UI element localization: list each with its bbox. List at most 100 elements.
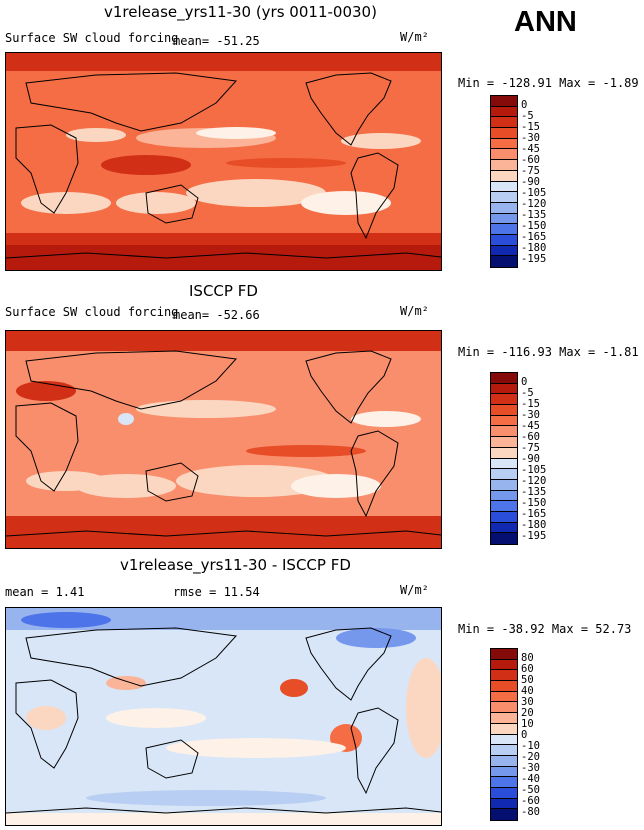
colorbar-swatch (491, 469, 517, 480)
colorbar-1-label: -135 (521, 209, 547, 221)
colorbar-1-label: -75 (521, 165, 540, 177)
colorbar-1-label: -105 (521, 187, 547, 199)
panel-1-mean: mean= -51.25 (173, 34, 260, 48)
panel-3-colorbar (490, 648, 518, 821)
colorbar-swatch (491, 160, 517, 171)
panel-1-map (5, 52, 442, 271)
colorbar-swatch (491, 437, 517, 448)
colorbar-swatch (491, 755, 517, 767)
colorbar-2-label: -15 (521, 398, 540, 410)
colorbar-3-label: 30 (521, 696, 534, 708)
map-1-antarctica (6, 252, 441, 259)
colorbar-2-label: -105 (521, 464, 547, 476)
colorbar-swatch (491, 766, 517, 778)
colorbar-swatch (491, 128, 517, 139)
map-1-se-pacific-light (186, 179, 326, 207)
colorbar-2-label: -180 (521, 519, 547, 531)
map-1-north-america (305, 72, 392, 146)
colorbar-2-label: -5 (521, 387, 534, 399)
colorbar-swatch (491, 202, 517, 214)
colorbar-swatch (491, 809, 517, 820)
panel-1-colorbar (490, 95, 518, 268)
colorbar-2-label: -165 (521, 508, 547, 520)
colorbar-swatch (491, 713, 517, 724)
colorbar-swatch (491, 649, 517, 660)
colorbar-2-label: -195 (521, 530, 547, 542)
colorbar-1-label: 0 (521, 99, 528, 111)
panel-2-colorbar (490, 372, 518, 545)
colorbar-1-label: -5 (521, 110, 534, 122)
colorbar-swatch (491, 479, 517, 491)
colorbar-swatch (491, 777, 517, 788)
colorbar-1-label: -30 (521, 132, 540, 144)
colorbar-2-label: -90 (521, 453, 540, 465)
colorbar-swatch (491, 458, 517, 470)
colorbar-1-label: -90 (521, 176, 540, 188)
season-label: ANN (514, 6, 577, 38)
colorbar-swatch (491, 415, 517, 427)
colorbar-2-label: -135 (521, 486, 547, 498)
map-3-ne-pacific-hotspot (280, 679, 308, 697)
panel-2-subtitle: Surface SW cloud forcing (5, 305, 179, 319)
panel-1-minmax: Min = -128.91 Max = -1.89 (458, 76, 639, 90)
colorbar-swatch (491, 691, 517, 703)
colorbar-3-label: -30 (521, 762, 540, 774)
colorbar-2-label: -60 (521, 431, 540, 443)
colorbar-swatch (491, 426, 517, 438)
colorbar-swatch (491, 149, 517, 161)
panel-3-map (5, 607, 442, 826)
colorbar-swatch (491, 256, 517, 267)
colorbar-swatch (491, 522, 517, 534)
panel-1-units: W/m² (400, 30, 429, 44)
colorbar-2-label: 0 (521, 376, 528, 388)
colorbar-swatch (491, 170, 517, 182)
colorbar-2-label: -150 (521, 497, 547, 509)
panel-3-title: v1release_yrs11-30 - ISCCP FD (120, 556, 351, 574)
colorbar-swatch (491, 511, 517, 523)
panel-2-units: W/m² (400, 304, 429, 318)
panel-2-map (5, 330, 442, 549)
panel-3-rmse: rmse = 11.54 (173, 585, 260, 599)
colorbar-swatch (491, 702, 517, 714)
colorbar-swatch (491, 106, 517, 118)
map-1-south-america (350, 152, 399, 240)
colorbar-swatch (491, 501, 517, 512)
colorbar-2-label: -75 (521, 442, 540, 454)
colorbar-3-label: -40 (521, 773, 540, 785)
colorbar-swatch (491, 723, 517, 735)
colorbar-swatch (491, 533, 517, 544)
colorbar-swatch (491, 383, 517, 395)
colorbar-3-label: 10 (521, 718, 534, 730)
panel-3-units: W/m² (400, 583, 429, 597)
panel-3-mean: mean = 1.41 (5, 585, 85, 599)
map-1-southern-ocean-band (6, 243, 441, 270)
colorbar-swatch (491, 405, 517, 416)
colorbar-1-label: -120 (521, 198, 547, 210)
colorbar-2-label: -120 (521, 475, 547, 487)
colorbar-swatch (491, 394, 517, 406)
panel-2-mean: mean= -52.66 (173, 308, 260, 322)
colorbar-swatch (491, 117, 517, 129)
map-1-africa (15, 124, 79, 214)
panel-1-title: v1release_yrs11-30 (yrs 0011-0030) (104, 3, 377, 21)
colorbar-3-label: -10 (521, 740, 540, 752)
colorbar-swatch (491, 224, 517, 235)
colorbar-swatch (491, 787, 517, 799)
colorbar-swatch (491, 192, 517, 203)
colorbar-swatch (491, 138, 517, 150)
colorbar-swatch (491, 798, 517, 810)
map-1-eurasia (25, 72, 238, 132)
colorbar-3-label: 80 (521, 652, 534, 664)
panel-2-minmax: Min = -116.93 Max = -1.81 (458, 345, 639, 359)
colorbar-3-label: 50 (521, 674, 534, 686)
colorbar-1-label: -15 (521, 121, 540, 133)
panel-2-title: ISCCP FD (189, 282, 258, 300)
colorbar-swatch (491, 490, 517, 502)
colorbar-3-label: 40 (521, 685, 534, 697)
colorbar-3-label: -60 (521, 795, 540, 807)
colorbar-3-label: 0 (521, 729, 528, 741)
colorbar-3-label: -50 (521, 784, 540, 796)
colorbar-swatch (491, 659, 517, 671)
colorbar-swatch (491, 681, 517, 692)
map-1-australia (145, 184, 199, 224)
